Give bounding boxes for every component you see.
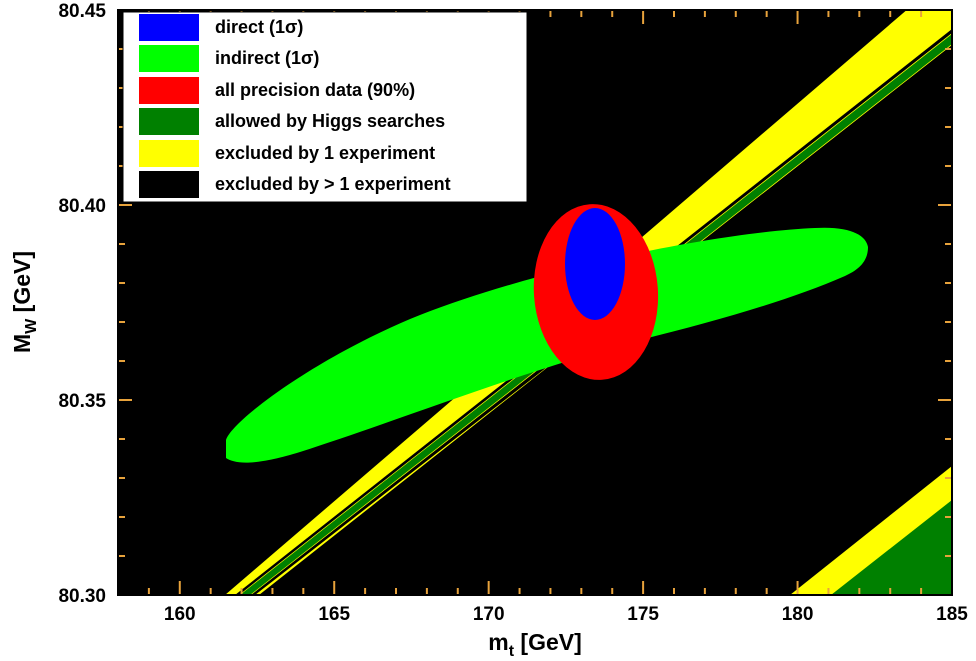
legend-swatch-precision [139, 77, 199, 104]
y-tick-label: 80.30 [58, 586, 106, 607]
legend-label-direct: direct (1σ) [215, 17, 303, 37]
indirect-ellipse [226, 227, 868, 463]
x-tick-label: 170 [473, 604, 505, 625]
x-tick-label: 160 [164, 604, 196, 625]
plot-area [225, 10, 952, 595]
legend-swatch-direct [139, 14, 199, 41]
y-tick-label: 80.45 [58, 1, 106, 22]
legend-label-precision: all precision data (90%) [215, 80, 415, 100]
y-tick-label: 80.35 [58, 391, 106, 412]
y-tick-label: 80.40 [58, 196, 106, 217]
legend: direct (1σ) indirect (1σ) all precision … [122, 11, 528, 203]
direct-ellipse [565, 208, 625, 320]
legend-label-excluded-one: excluded by 1 experiment [215, 143, 435, 163]
legend-label-higgs-allowed: allowed by Higgs searches [215, 111, 445, 131]
x-axis-title-main: m [488, 629, 508, 655]
y-axis-title-main: M [9, 334, 35, 353]
legend-label-indirect: indirect (1σ) [215, 48, 319, 68]
y-axis-title: MW [GeV] [9, 251, 40, 353]
legend-label-excluded-many: excluded by > 1 experiment [215, 174, 451, 194]
legend-swatch-indirect [139, 45, 199, 72]
y-tick-labels: 80.30 80.35 80.40 80.45 [58, 1, 106, 607]
x-axis-title-subscript: t [509, 643, 515, 660]
x-tick-label: 185 [936, 604, 968, 625]
y-axis-title-unit: [GeV] [9, 251, 35, 319]
y-axis-title-subscript: W [23, 318, 40, 334]
legend-swatch-excluded-one [139, 140, 199, 167]
x-tick-label: 180 [782, 604, 814, 625]
legend-swatch-higgs-allowed [139, 108, 199, 135]
corner-band-green [831, 500, 952, 595]
legend-swatch-excluded-many [139, 171, 199, 198]
plot-frame [117, 9, 953, 596]
x-axis-title: mt [GeV] [488, 629, 582, 660]
x-tick-labels: 160 165 170 175 180 185 [164, 604, 968, 625]
x-axis-title-unit: [GeV] [514, 629, 582, 655]
x-tick-label: 165 [318, 604, 350, 625]
x-tick-label: 175 [627, 604, 659, 625]
legend-box [122, 11, 528, 203]
